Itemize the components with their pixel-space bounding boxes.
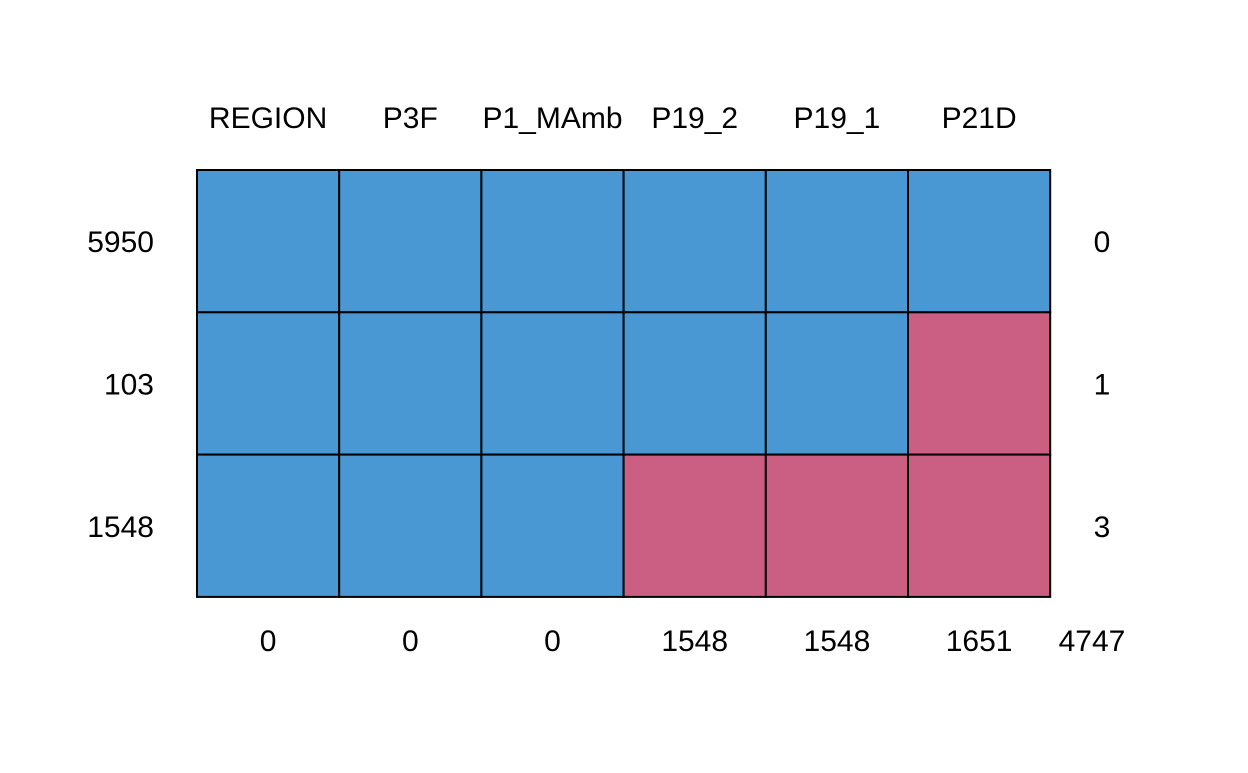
observed-cell (480, 169, 625, 314)
row-missing-label: 1 (1094, 368, 1111, 401)
observed-cell (764, 311, 909, 456)
observed-cell (338, 169, 483, 314)
row-missing-label: 0 (1094, 226, 1111, 259)
column-missing-label: 1651 (946, 625, 1013, 658)
observed-cell (196, 453, 341, 598)
observed-cell (196, 311, 341, 456)
labels-layer: REGION P3F P1_MAmb P19_2 P19_1 P21D5950103154… (87, 102, 1125, 658)
observed-cell (622, 311, 767, 456)
observed-cell (622, 169, 767, 314)
column-missing-label: 0 (260, 625, 277, 658)
row-count-label: 5950 (87, 226, 154, 259)
missing-cell (907, 453, 1052, 598)
column-missing-label: 0 (402, 625, 419, 658)
column-header: P19_2 (651, 102, 738, 135)
observed-cell (338, 311, 483, 456)
column-missing-label: 1548 (661, 625, 728, 658)
missing-cell (907, 311, 1052, 456)
column-header: P19_1 (794, 102, 881, 135)
observed-cell (480, 311, 625, 456)
observed-cell (480, 453, 625, 598)
missing-cell (764, 453, 909, 598)
observed-cell (907, 169, 1052, 314)
column-header: P1_MAmb (482, 102, 622, 135)
column-header: REGION (209, 102, 327, 135)
cells-layer (196, 169, 1052, 598)
row-missing-label: 3 (1094, 511, 1111, 544)
column-header: P3F (383, 102, 438, 135)
observed-cell (196, 169, 341, 314)
observed-cell (338, 453, 483, 598)
row-count-label: 1548 (87, 511, 154, 544)
row-count-label: 103 (104, 368, 154, 401)
column-missing-label: 0 (544, 625, 561, 658)
observed-cell (764, 169, 909, 314)
total-missing-label: 4747 (1059, 625, 1126, 658)
missing-cell (622, 453, 767, 598)
column-missing-label: 1548 (804, 625, 871, 658)
column-header: P21D (942, 102, 1017, 135)
